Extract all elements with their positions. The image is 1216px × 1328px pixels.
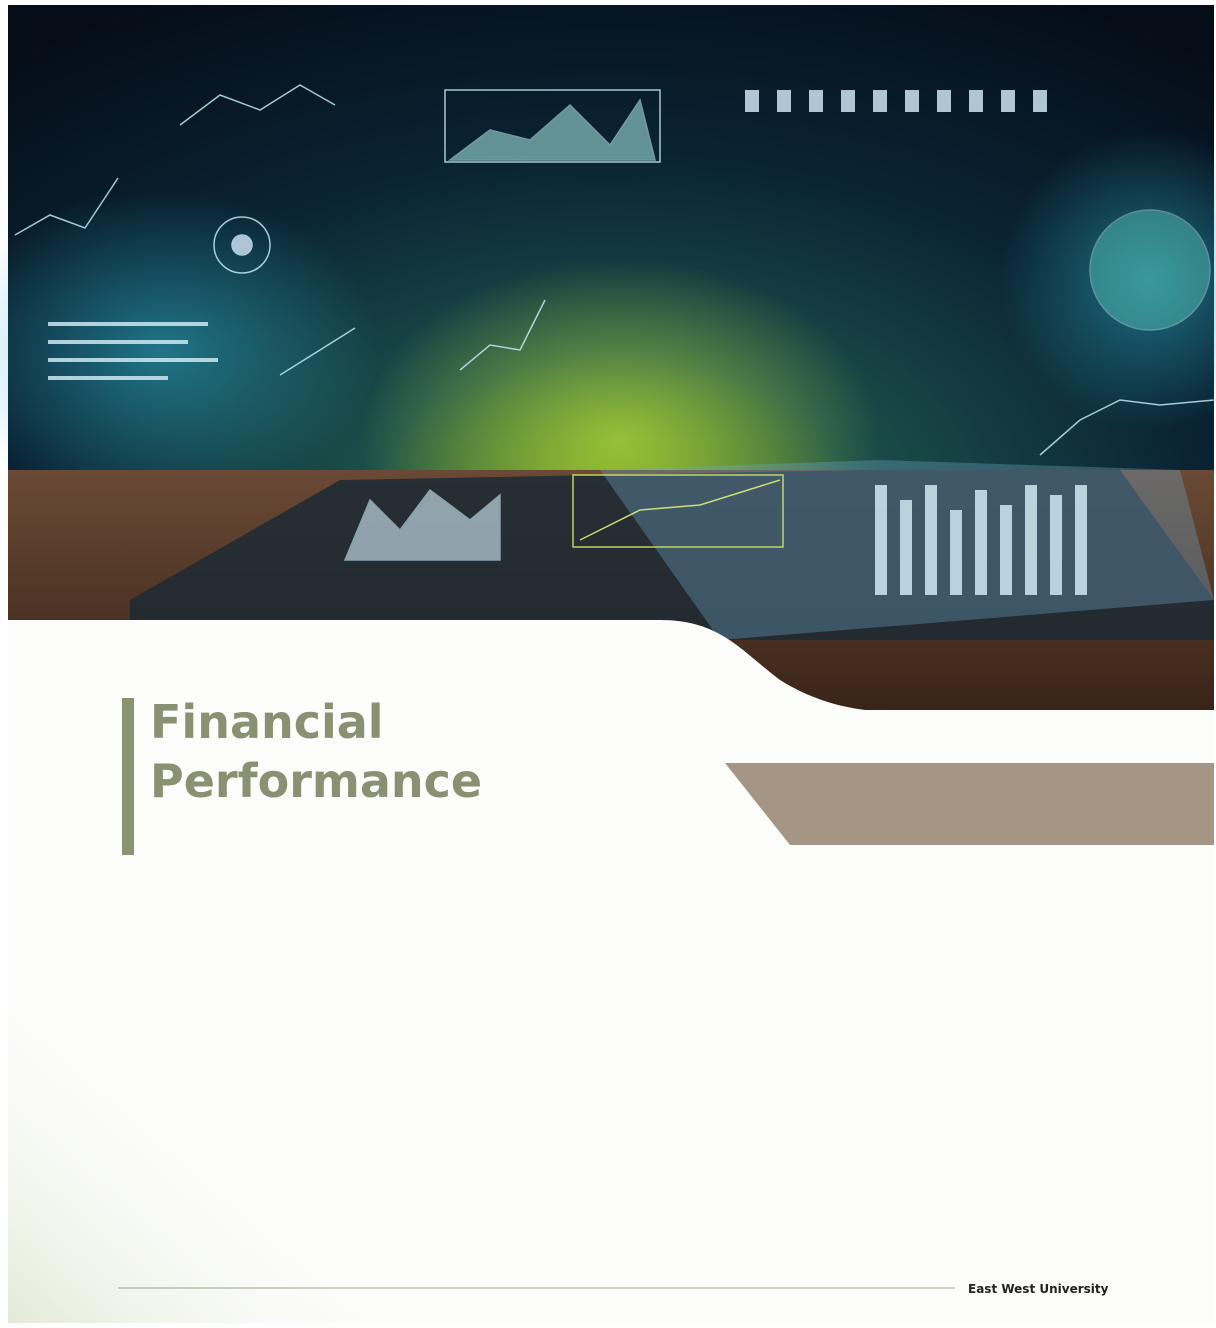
hero-image (0, 5, 1216, 710)
footer-text: East West University (968, 1282, 1109, 1296)
page: Financial Performance East West Universi… (0, 0, 1216, 1328)
deco-target (232, 235, 252, 255)
title-bar (122, 698, 134, 855)
accent-band (725, 763, 1214, 845)
deco-globe (1090, 210, 1210, 330)
title-line: Performance (150, 754, 482, 808)
title-line: Financial (150, 695, 384, 749)
cover-page: Financial Performance East West Universi… (0, 0, 1216, 1328)
